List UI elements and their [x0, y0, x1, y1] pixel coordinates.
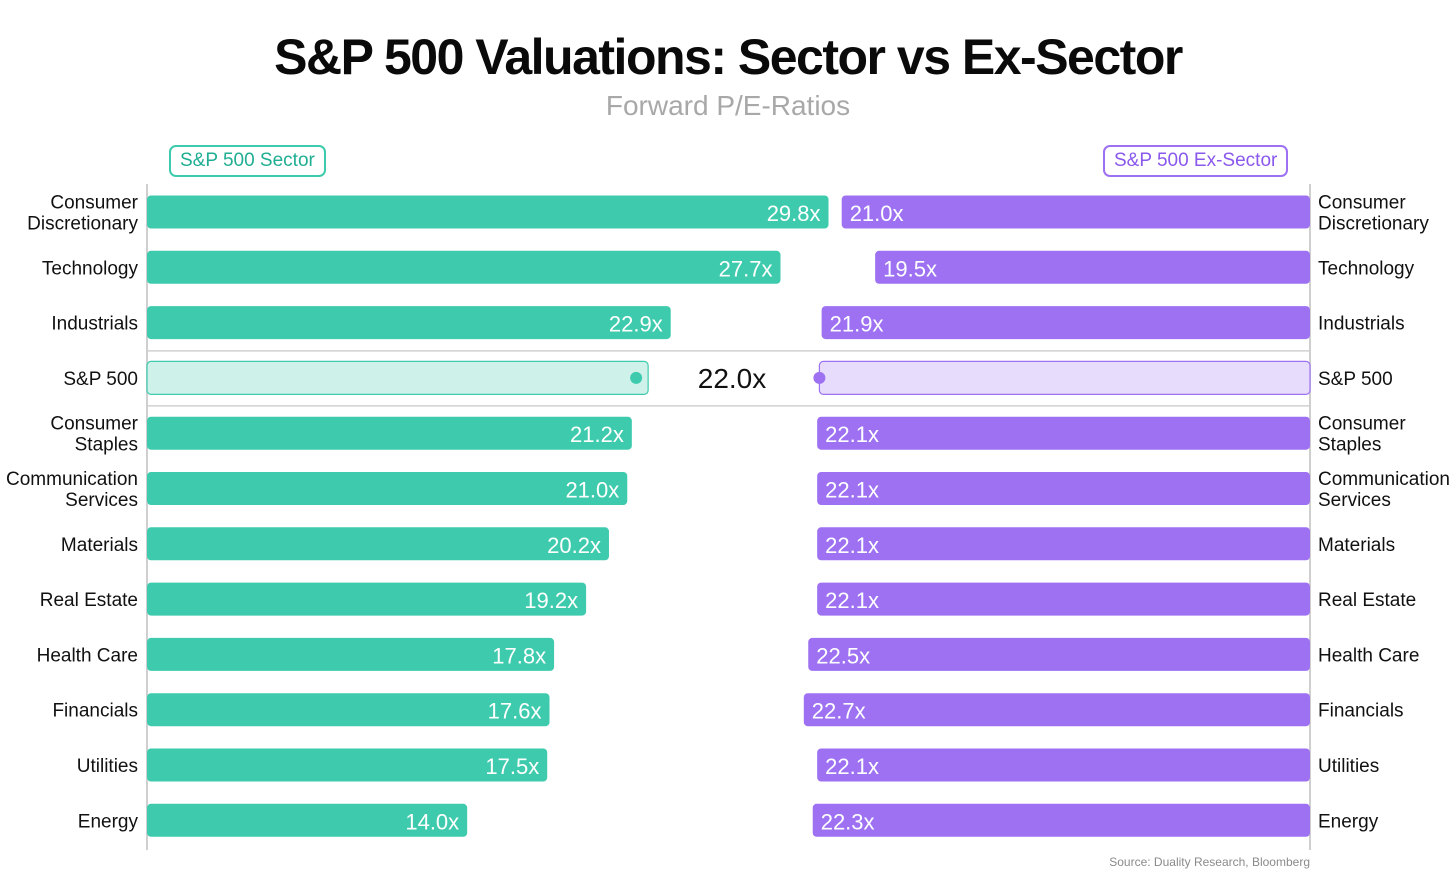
bar-ex-sector-sp500	[818, 360, 1311, 395]
bar-sector	[147, 527, 609, 561]
bar-sector	[147, 803, 468, 837]
category-label-right: Services	[1318, 490, 1391, 511]
bar-ex-sector	[817, 582, 1310, 616]
category-label-right: Technology	[1318, 258, 1415, 279]
category-label-right: Discretionary	[1318, 214, 1429, 235]
bar-ex-sector	[817, 527, 1310, 561]
bar-value-label-ex-sector: 22.1x	[825, 754, 879, 779]
bar-value-label-ex-sector: 22.1x	[825, 422, 879, 447]
bar-value-label-sector: 17.6x	[488, 699, 542, 724]
category-label-right: Financials	[1318, 701, 1404, 722]
bar-value-label-sector: 21.2x	[570, 422, 624, 447]
bar-value-label-ex-sector: 21.0x	[850, 201, 904, 226]
category-label-left: Consumer	[50, 414, 138, 435]
benchmark-value-label: 22.0x	[698, 363, 767, 394]
category-label-left: Communication	[6, 469, 138, 490]
bar-sector	[147, 637, 555, 671]
source-note: Source: Duality Research, Bloomberg	[1109, 855, 1310, 869]
category-label-left: Industrials	[51, 314, 138, 335]
bar-value-label-ex-sector: 22.3x	[821, 809, 875, 834]
bar-sector	[147, 416, 632, 450]
bar-ex-sector	[808, 637, 1310, 671]
category-label-left: S&P 500	[63, 369, 138, 390]
category-label-left: Utilities	[77, 756, 138, 777]
bar-sector-sp500	[146, 360, 649, 395]
legend-ex-sector: S&P 500 Ex-Sector	[1103, 145, 1289, 177]
bar-value-label-sector: 22.9x	[609, 312, 663, 337]
bar-value-label-ex-sector: 22.1x	[825, 533, 879, 558]
bar-value-label-sector: 17.8x	[492, 643, 546, 668]
category-label-right: Staples	[1318, 435, 1381, 456]
bar-value-label-ex-sector: 22.1x	[825, 478, 879, 503]
bar-ex-sector	[821, 306, 1310, 340]
bar-value-label-sector: 19.2x	[524, 588, 578, 613]
bar-ex-sector	[812, 803, 1310, 837]
category-label-right: Utilities	[1318, 756, 1379, 777]
category-label-right: Industrials	[1318, 314, 1405, 335]
bar-value-label-ex-sector: 19.5x	[883, 256, 937, 281]
bar-value-label-ex-sector: 21.9x	[830, 312, 884, 337]
category-label-left: Consumer	[50, 193, 138, 214]
bar-value-label-sector: 21.0x	[565, 478, 619, 503]
benchmark-dot-sector	[630, 371, 643, 384]
bar-value-label-sector: 17.5x	[485, 754, 539, 779]
bar-sector	[147, 195, 829, 229]
category-label-left: Services	[65, 490, 138, 511]
bar-sector	[147, 306, 671, 340]
bar-ex-sector	[817, 416, 1310, 450]
bar-sector	[147, 693, 550, 727]
category-label-left: Materials	[61, 535, 138, 556]
category-label-right: Consumer	[1318, 193, 1406, 214]
category-label-right: Energy	[1318, 811, 1379, 832]
bar-value-label-ex-sector: 22.7x	[812, 699, 866, 724]
bar-value-label-ex-sector: 22.5x	[816, 643, 870, 668]
category-label-left: Energy	[78, 811, 139, 832]
bar-value-label-sector: 20.2x	[547, 533, 601, 558]
category-label-left: Health Care	[37, 645, 138, 666]
legend-sector: S&P 500 Sector	[169, 145, 326, 177]
category-label-left: Technology	[42, 258, 139, 279]
category-label-right: S&P 500	[1318, 369, 1393, 390]
bar-sector	[147, 472, 628, 505]
bar-sector	[147, 582, 587, 616]
bar-sector	[147, 250, 781, 284]
bar-value-label-ex-sector: 22.1x	[825, 588, 879, 613]
bar-value-label-sector: 27.7x	[719, 256, 773, 281]
category-label-right: Consumer	[1318, 414, 1406, 435]
bar-sector	[147, 748, 548, 782]
bar-value-label-sector: 29.8x	[767, 201, 821, 226]
bar-ex-sector	[841, 195, 1310, 229]
bar-value-label-sector: 14.0x	[405, 809, 459, 834]
category-label-left: Staples	[75, 435, 138, 456]
bar-ex-sector	[817, 748, 1310, 782]
category-label-left: Discretionary	[27, 214, 138, 235]
category-label-right: Materials	[1318, 535, 1395, 556]
benchmark-dot-ex-sector	[813, 371, 826, 384]
category-label-left: Real Estate	[40, 590, 138, 611]
category-label-left: Financials	[52, 701, 138, 722]
chart-subtitle: Forward P/E-Ratios	[605, 90, 851, 121]
bar-ex-sector	[803, 693, 1310, 727]
bar-ex-sector	[875, 250, 1310, 284]
bar-ex-sector	[817, 472, 1310, 505]
category-label-right: Real Estate	[1318, 590, 1416, 611]
category-label-right: Health Care	[1318, 645, 1419, 666]
chart-title: S&P 500 Valuations: Sector vs Ex-Sector	[274, 29, 1183, 85]
category-label-right: Communication	[1318, 469, 1450, 490]
